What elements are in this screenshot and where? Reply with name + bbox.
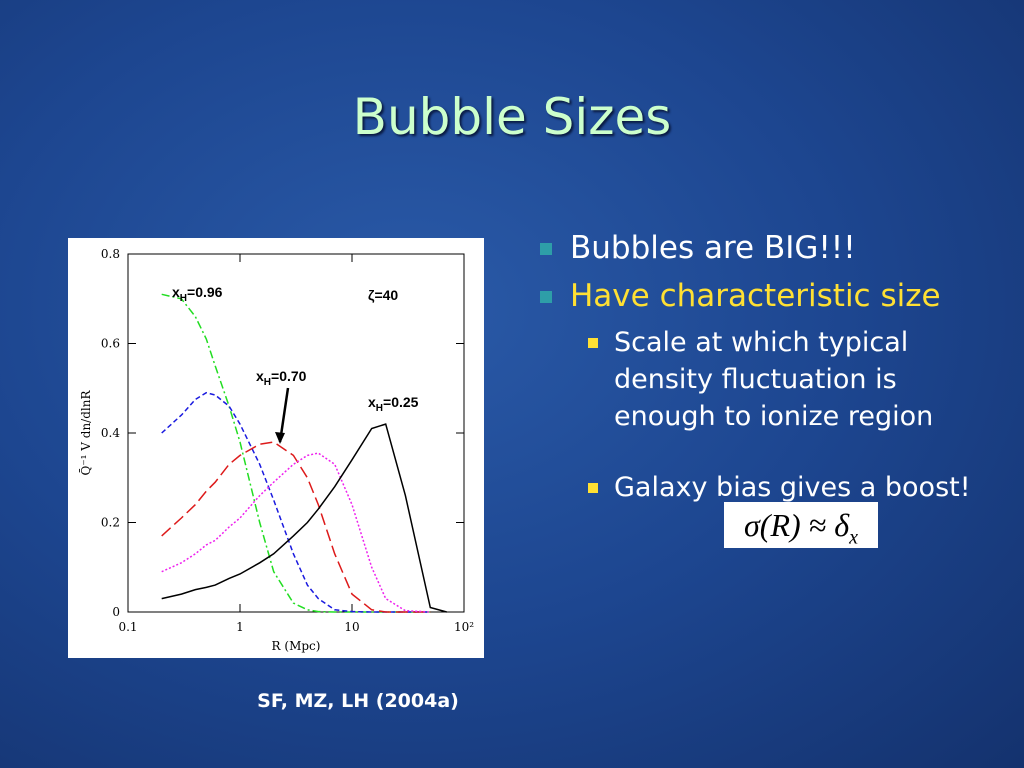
chart: 0 0.2 0.4 0.6 0.8 0.1 1 10 10² R (Mpc) Q̄⁻¹ V dn/d… [68, 238, 484, 658]
y-tick-label: 0.8 [101, 247, 120, 261]
line-series [161, 441, 431, 613]
annotation: xH=0.70 [256, 368, 307, 388]
chart-background [68, 238, 484, 658]
line-series [161, 391, 431, 613]
y-tick-label: 0 [112, 605, 120, 619]
y-tick-label: 0.4 [101, 426, 120, 440]
annotation: xH=0.96 [172, 284, 223, 304]
bullet-list: Bubbles are BIG!!! Have characteristic si… [540, 228, 980, 506]
x-axis-label: R (Mpc) [272, 639, 321, 653]
annotation-text: =0.96 [187, 284, 223, 300]
annotation-text: =0.25 [383, 394, 419, 410]
slide-title: Bubble Sizes [352, 88, 672, 146]
formula-main: σ(R) ≈ δ [744, 507, 850, 543]
formula: σ(R) ≈ δx [724, 502, 878, 548]
arrow-head [275, 432, 285, 444]
bullet: Have characteristic size [540, 276, 980, 316]
y-axis-label: Q̄⁻¹ V dn/dlnR [78, 390, 93, 476]
x-tick-label: 10² [454, 620, 474, 634]
annotation-base: x [172, 284, 180, 300]
annotation-sub: H [180, 293, 187, 304]
x-tick-label: 0.1 [118, 620, 137, 634]
annotation-sub: H [376, 403, 383, 414]
x-tick-label: 10 [344, 620, 359, 634]
formula-sub: x [849, 526, 858, 549]
annotation: xH=0.25 [368, 394, 419, 414]
line-series [161, 423, 447, 613]
bullet: Galaxy bias gives a boost! [584, 469, 980, 506]
annotation-base: x [256, 368, 264, 384]
annotation-base: x [368, 394, 376, 410]
y-tick-label: 0.2 [101, 516, 120, 530]
bullet: Bubbles are BIG!!! [540, 228, 980, 268]
annotation: ζ=40 [368, 287, 398, 303]
bullet: Scale at which typical density fluctuati… [584, 324, 944, 435]
y-tick-label: 0.6 [101, 337, 120, 351]
annotation-text: =0.70 [271, 368, 307, 384]
caption: SF, MZ, LH (2004a) [257, 690, 459, 712]
line-series [161, 452, 431, 613]
annotation-sub: H [264, 377, 271, 388]
x-tick-label: 1 [236, 620, 244, 634]
